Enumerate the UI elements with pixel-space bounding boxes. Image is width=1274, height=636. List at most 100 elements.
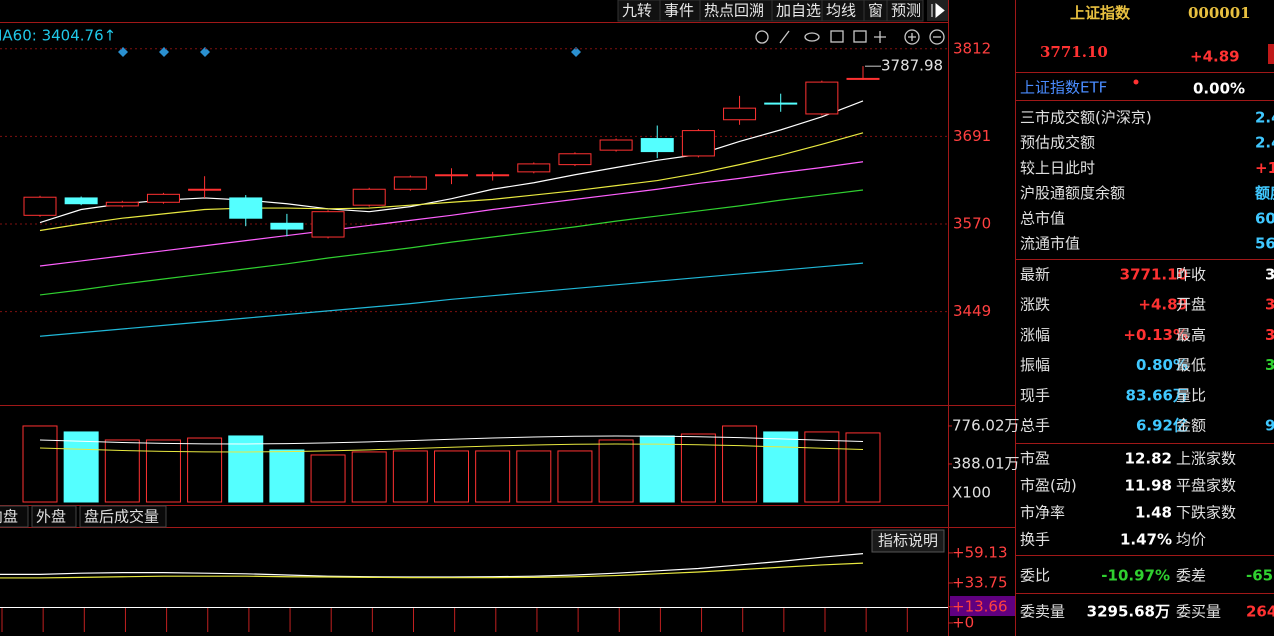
tab-label: 盘后成交量	[84, 508, 159, 526]
candle-body	[764, 102, 798, 105]
quote-value: 3	[1265, 326, 1274, 344]
order-label: 委差	[1176, 567, 1206, 585]
y-tick-label: +33.75	[952, 573, 1008, 591]
quote-label: 金额	[1176, 417, 1206, 435]
candle-body	[146, 193, 180, 203]
indicator-button[interactable]	[871, 529, 945, 553]
indicator-button-label: 指标说明	[878, 532, 938, 550]
candle-body	[476, 174, 510, 177]
volume-bar	[557, 450, 593, 503]
candle-body	[640, 138, 674, 153]
ma-label: IA60: 3404.76↑	[0, 27, 116, 45]
stat-label: 总市值	[1020, 209, 1065, 227]
candle-body	[723, 107, 757, 121]
tab-label: 内盘	[0, 508, 18, 526]
toolbar-label: 预测	[891, 2, 921, 20]
quote-label: 振幅	[1020, 356, 1050, 374]
ratio-value: 11.98	[1125, 477, 1172, 495]
ratio-label: 市盈(动)	[1020, 477, 1077, 495]
tab[interactable]	[0, 505, 29, 528]
y-tick-label: 3691	[953, 127, 991, 145]
candle-body	[435, 174, 468, 177]
stat-label: 流通市值	[1020, 235, 1080, 253]
tab[interactable]	[79, 505, 167, 528]
candle-body	[352, 188, 386, 206]
quote-label: 涨跌	[1020, 296, 1050, 314]
candle-body	[188, 188, 222, 191]
y-tick-label: 3812	[953, 39, 991, 57]
candle-body	[393, 176, 427, 190]
quote-label: 最新	[1020, 266, 1050, 284]
tab[interactable]	[31, 505, 77, 528]
toolbar-label: 事件	[664, 2, 694, 20]
volume-bar	[845, 432, 881, 503]
quote-value: +4.89	[1138, 296, 1188, 314]
quote-label: 最低	[1176, 356, 1206, 374]
order-value: -65	[1246, 567, 1273, 585]
stat-label: 沪股通额度余额	[1020, 184, 1125, 202]
ratio-label: 市盈	[1020, 450, 1050, 468]
ratio-label: 下跌家数	[1176, 504, 1236, 522]
quote-value: 3	[1265, 296, 1274, 314]
ratio-label: 上涨家数	[1176, 450, 1236, 468]
quote-value: 3771.10	[1120, 266, 1188, 284]
stat-value: 56.9	[1255, 235, 1274, 253]
volume-bar	[639, 435, 675, 503]
axis-highlight	[950, 596, 1015, 616]
order-label: 委比	[1020, 567, 1050, 585]
quote-value: 83.66万	[1126, 386, 1188, 404]
candle-body	[517, 163, 551, 173]
volume-bar	[434, 450, 469, 503]
quote-value: 3	[1265, 356, 1274, 374]
stat-value: 60.5	[1255, 209, 1274, 227]
etf-pct: 0.00%	[1193, 80, 1245, 98]
stat-label: 较上日此时	[1020, 159, 1095, 177]
candle-body	[846, 77, 880, 80]
toolbar-button[interactable]	[886, 0, 924, 22]
candle-body	[229, 197, 263, 219]
etf-dot	[1133, 79, 1139, 85]
stat-value: 额度	[1255, 184, 1274, 202]
quote-value: 6.92亿	[1136, 417, 1188, 435]
etf-name: 上证指数ETF	[1020, 79, 1107, 97]
stat-value: 2.4	[1255, 134, 1274, 152]
y-tick-label: 3570	[953, 214, 991, 232]
y-tick-label: +0	[952, 613, 974, 631]
ratio-value: 1.48	[1135, 504, 1172, 522]
ma-line	[39, 189, 864, 296]
quote-value: 9	[1265, 417, 1274, 435]
y-tick-label: +13.66	[952, 597, 1008, 615]
high-label: 3787.98	[881, 57, 943, 75]
volume-bar	[722, 425, 758, 503]
volume-bar	[598, 439, 634, 503]
y-tick-label: 776.02万	[952, 416, 1020, 434]
quote-label: 昨收	[1176, 266, 1206, 284]
candle-body	[105, 201, 139, 207]
quote-value: +0.13%	[1123, 326, 1188, 344]
ratio-label: 换手	[1020, 531, 1050, 549]
order-value: 3295.68万	[1087, 603, 1170, 621]
y-tick-label: 388.01万	[952, 454, 1020, 472]
volume-bar	[392, 450, 428, 503]
y-tick-label: +59.13	[952, 543, 1008, 561]
volume-bar	[187, 437, 223, 503]
volume-bar	[63, 431, 99, 503]
panel-badge	[1268, 44, 1274, 64]
indicator-line	[0, 553, 864, 578]
toolbar-label: 加自选	[776, 2, 821, 20]
volume-bar	[228, 435, 264, 503]
ma-line	[39, 161, 864, 267]
ratio-label: 均价	[1176, 531, 1206, 549]
order-value: 264	[1246, 603, 1274, 621]
ratio-value: 12.82	[1125, 450, 1172, 468]
stat-value: +1	[1255, 159, 1274, 177]
volume-average	[39, 443, 864, 453]
order-label: 委卖量	[1020, 603, 1065, 621]
quote-label: 涨幅	[1020, 326, 1050, 344]
indicator-line	[0, 562, 864, 579]
tool-icons	[755, 29, 945, 45]
ratio-label: 市净率	[1020, 504, 1065, 522]
